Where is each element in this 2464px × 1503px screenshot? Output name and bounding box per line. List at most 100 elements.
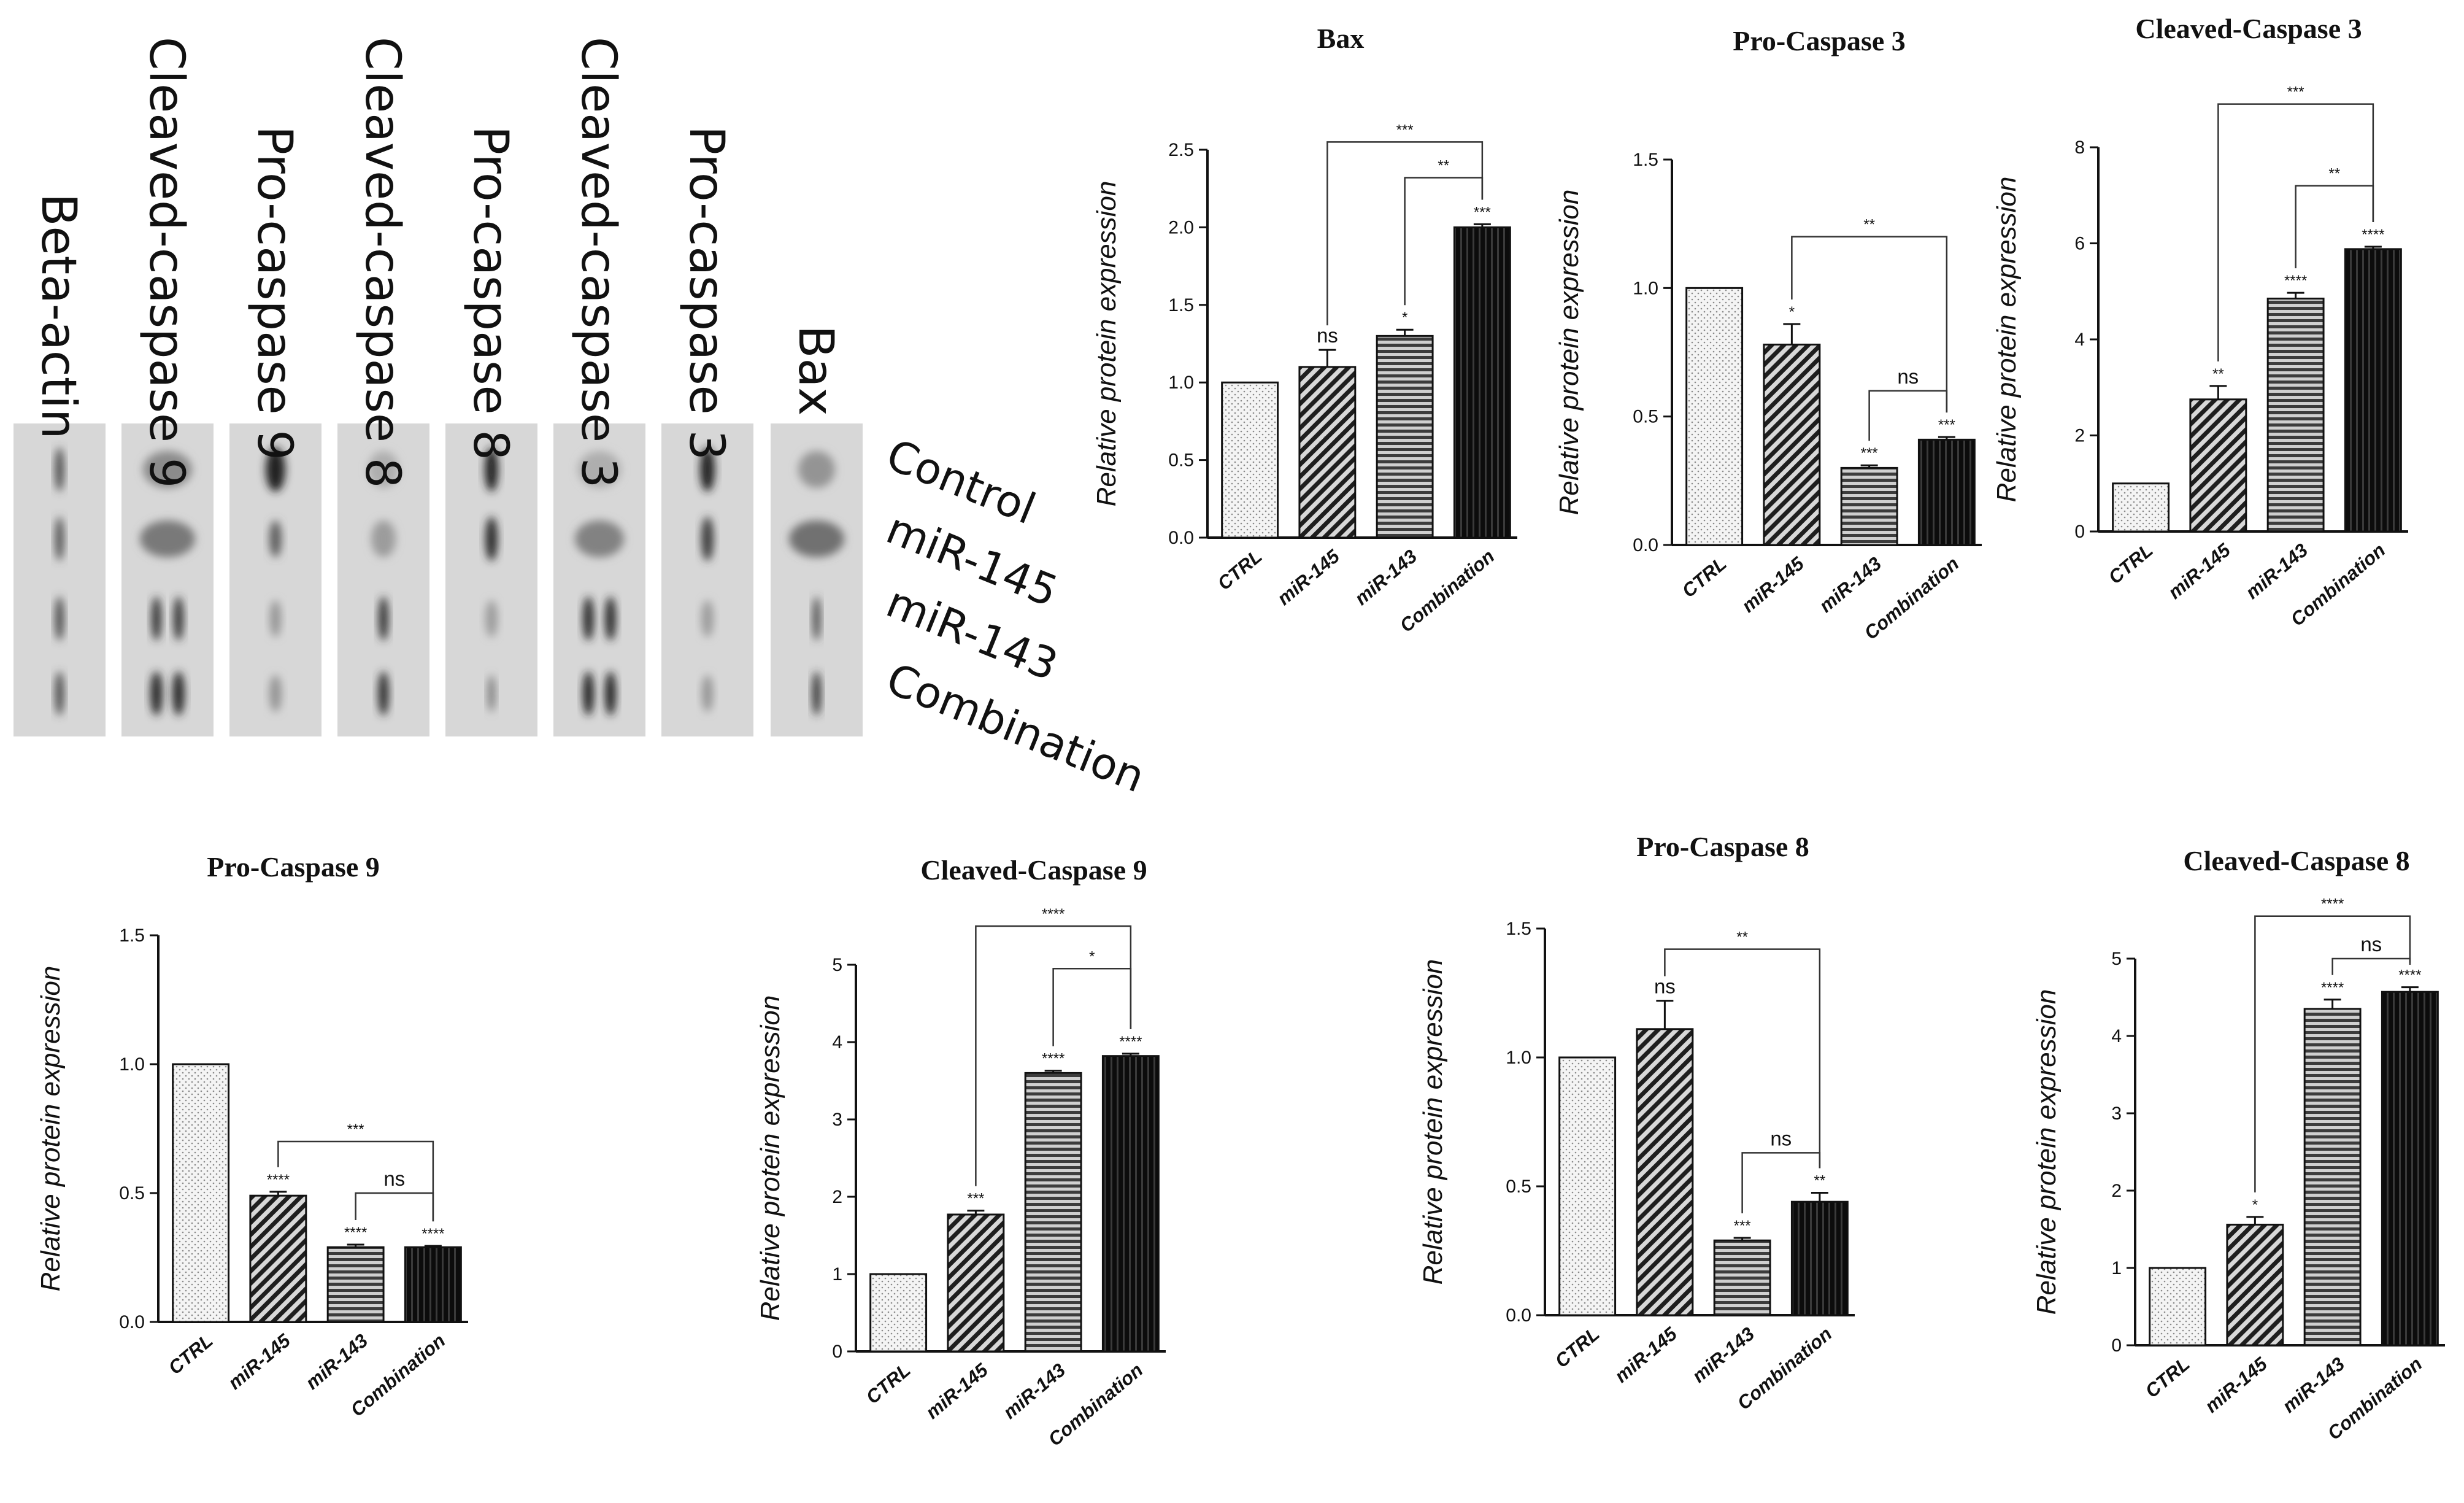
bar-significance: *** (1734, 1218, 1751, 1234)
protein-band (700, 447, 715, 492)
y-tick-label: 1.5 (1506, 919, 1531, 939)
blot-column-label: Beta-actin (31, 193, 86, 439)
chart-bax: Bax Relative protein expression 0.0 0.5 1.0 1… (1091, 23, 1517, 636)
y-tick-label: 3 (2111, 1103, 2122, 1124)
bar-ctrl (1558, 1056, 1617, 1316)
y-tick-label: 0 (832, 1342, 842, 1362)
bar-significance: *** (1474, 204, 1491, 220)
y-tick-label: 5 (832, 955, 842, 975)
y-axis-title: Relative protein expression (1554, 190, 1584, 516)
bar-significance: ns (1654, 975, 1676, 998)
bar-mir-143 (2303, 1008, 2362, 1347)
bar-significance: * (2252, 1197, 2258, 1213)
chart-title: Bax (1317, 23, 1365, 54)
x-category-label: CTRL (1678, 553, 1731, 602)
blot-lane (229, 423, 321, 736)
bar-mir-143 (2266, 297, 2325, 533)
western-blot-panel: Beta-actin Cleaved-caspase 9 Pro-caspase 9… (13, 37, 1152, 803)
blot-lane (337, 423, 429, 736)
significance-bracket (2254, 915, 2411, 1192)
y-tick-label: 2.0 (1168, 217, 1194, 238)
protein-band (379, 597, 388, 641)
protein-band (174, 597, 183, 641)
protein-band (55, 597, 64, 641)
protein-band (813, 597, 820, 641)
y-tick-label: 2.5 (1168, 140, 1194, 160)
blot-lane (121, 423, 214, 736)
protein-band (583, 671, 594, 716)
y-axis-title: Relative protein expression (1418, 959, 1448, 1285)
x-category-label: miR-143 (1815, 553, 1885, 617)
bar-mir-145 (1298, 366, 1357, 539)
y-tick-label: 2 (832, 1187, 842, 1207)
bracket-significance: *** (1396, 122, 1414, 138)
y-tick-label: 4 (2111, 1026, 2122, 1046)
blot-lane (13, 423, 106, 736)
bar-mir-145 (2189, 398, 2247, 533)
blot-lane (445, 423, 537, 736)
x-category-label: miR-143 (2241, 539, 2312, 603)
chart-title: Cleaved-Caspase 9 (920, 854, 1147, 886)
bar-mir-145 (1636, 1028, 1694, 1316)
y-tick-label: 1.5 (1168, 295, 1194, 315)
bar-significance: ** (1814, 1173, 1826, 1189)
protein-band (485, 517, 498, 561)
y-tick-label: 1 (2111, 1258, 2122, 1278)
x-category-label: CTRL (1551, 1323, 1604, 1372)
bar-ctrl (1685, 287, 1744, 546)
y-tick-label: 1.5 (119, 925, 145, 946)
bar-ctrl (1221, 381, 1279, 539)
y-tick-label: 2 (2111, 1181, 2122, 1201)
bracket-significance: **** (1042, 906, 1065, 922)
y-axis-title: Relative protein expression (755, 995, 785, 1321)
blot-column-label: Pro-caspase 9 (247, 126, 302, 460)
bar-ctrl (2112, 482, 2170, 533)
bracket-significance: ns (383, 1167, 405, 1190)
bar-ctrl (172, 1063, 230, 1323)
bar-significance: **** (267, 1172, 290, 1188)
protein-band (150, 671, 163, 716)
bar-significance: *** (1938, 417, 1955, 433)
bar-significance: *** (1861, 445, 1878, 462)
x-category-label: CTRL (862, 1359, 915, 1408)
blot-column-label: Bax (788, 325, 843, 415)
protein-band (55, 671, 64, 716)
bar-mir-143 (1840, 466, 1898, 546)
y-tick-label: 0.0 (119, 1312, 145, 1332)
blot-lanes (13, 423, 863, 736)
bracket-significance: *** (347, 1121, 364, 1138)
significance-bracket (2217, 103, 2374, 361)
x-category-label: miR-143 (1688, 1323, 1758, 1387)
bar-mir-143 (1376, 334, 1434, 539)
protein-band (605, 597, 616, 641)
y-tick-label: 1.0 (1633, 278, 1658, 298)
y-tick-label: 0 (2111, 1335, 2122, 1356)
y-tick-label: 1.5 (1633, 150, 1658, 170)
bar-combination (1453, 226, 1511, 539)
bar-ctrl (869, 1273, 928, 1353)
protein-band (575, 520, 624, 557)
y-axis-title: Relative protein expression (1091, 181, 1122, 507)
protein-band (578, 451, 621, 488)
x-category-label: miR-145 (1738, 552, 1808, 617)
x-category-label: miR-143 (301, 1330, 372, 1394)
bar-combination (404, 1246, 462, 1323)
x-category-label: miR-145 (1273, 545, 1344, 609)
bracket-significance: ** (1438, 158, 1449, 174)
x-category-label: miR-143 (1350, 546, 1421, 609)
y-tick-label: 6 (2074, 234, 2085, 254)
blot-column-labels: Beta-actin Cleaved-caspase 9 Pro-caspase 9… (31, 37, 843, 488)
bar-significance: ** (2212, 366, 2224, 382)
bar-mir-143 (1024, 1072, 1082, 1353)
chart-cleaved-caspase-9: Cleaved-Caspase 9 Relative protein expres… (755, 854, 1166, 1450)
bracket-significance: **** (2321, 896, 2344, 913)
chart-title: Pro-Caspase 3 (1733, 25, 1906, 56)
bar-mir-143 (1713, 1239, 1771, 1316)
bar-significance: * (1402, 309, 1407, 326)
protein-band (485, 600, 498, 637)
bar-significance: **** (2362, 226, 2384, 243)
protein-band (270, 600, 281, 637)
x-category-label: miR-145 (224, 1329, 295, 1394)
y-tick-label: 0.5 (1168, 450, 1194, 471)
